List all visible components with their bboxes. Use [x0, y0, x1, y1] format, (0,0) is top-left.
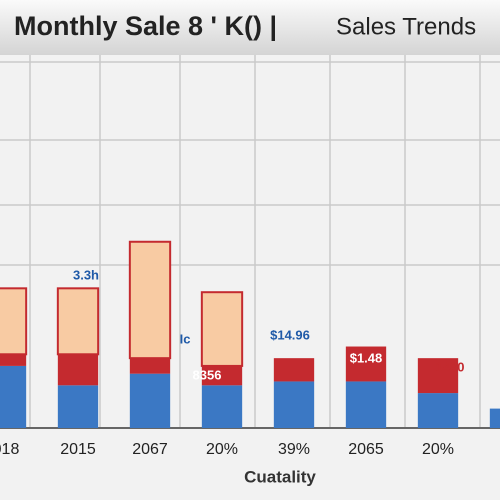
- bar-segment: [273, 358, 315, 382]
- bar-segment: [201, 385, 243, 428]
- annotation: 1480: [436, 359, 465, 374]
- annotation: 3.3h: [73, 267, 99, 282]
- chart-subtitle: Sales Trends: [336, 13, 476, 40]
- grid: [0, 55, 500, 428]
- bar-segment: [128, 240, 172, 360]
- bar-segment: [56, 287, 100, 356]
- annotation: $1.48: [350, 350, 383, 365]
- annotation: Ic: [180, 331, 191, 346]
- bar-segment: [417, 393, 459, 428]
- header-bar: [0, 0, 500, 55]
- x-tick-label: 2015: [60, 441, 96, 458]
- bar-segment: [0, 365, 27, 428]
- bar-segment: [417, 358, 459, 394]
- bar-segment: [57, 354, 99, 386]
- x-tick-label: 20%: [206, 441, 238, 458]
- x-tick-label: 2067: [132, 441, 168, 458]
- bar-segment: [273, 381, 315, 428]
- x-tick-label: 2065: [348, 441, 384, 458]
- bar-segment: [200, 291, 244, 367]
- bar-segment: [0, 287, 28, 356]
- chart-title: Monthly Sale 8 ' K() |: [14, 11, 277, 41]
- bar-segment: [345, 346, 387, 382]
- bar-segment: [0, 354, 27, 366]
- bar-segment: [129, 373, 171, 428]
- bar-segment: [57, 385, 99, 428]
- x-axis-label: Cuatality: [244, 467, 316, 486]
- annotation: 8356: [193, 367, 222, 382]
- bar-segment: [345, 381, 387, 428]
- x-tick-label: 39%: [278, 441, 310, 458]
- bar-segment: [201, 365, 243, 386]
- annotation: $14.96: [270, 327, 310, 342]
- x-tick-label: 018: [0, 441, 19, 458]
- bar-segment: [129, 358, 171, 374]
- x-tick-label: 20%: [422, 441, 454, 458]
- bar-segment: [489, 408, 500, 428]
